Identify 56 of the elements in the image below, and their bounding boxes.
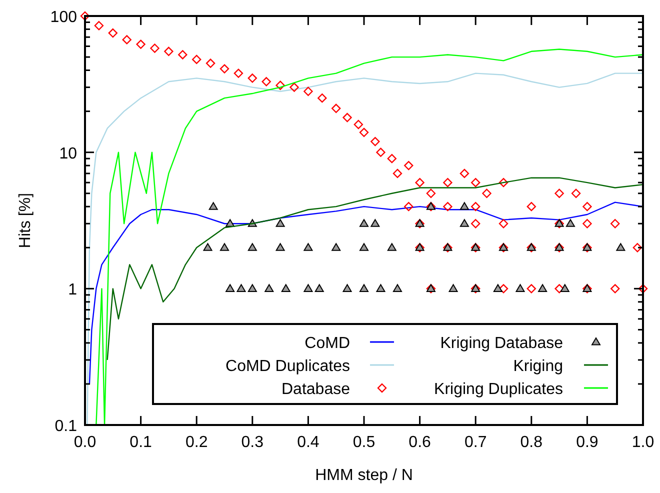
legend-label: CoMD — [304, 335, 350, 352]
point — [538, 284, 548, 292]
point — [264, 284, 274, 292]
x-tick-label: 0.2 — [185, 434, 208, 451]
point — [236, 284, 246, 292]
legend-label: Kriging Duplicates — [434, 381, 563, 398]
point — [276, 219, 285, 227]
point — [208, 202, 218, 210]
y-tick-label: 1 — [68, 282, 78, 299]
point — [248, 284, 257, 292]
y-tick-label: 100 — [50, 9, 78, 26]
x-tick-label: 0.8 — [520, 434, 543, 451]
point — [616, 243, 626, 251]
y-tick-label: 10 — [59, 145, 78, 162]
point — [314, 284, 324, 292]
point — [203, 243, 212, 251]
point — [360, 219, 368, 227]
point — [248, 243, 257, 251]
point — [493, 284, 502, 292]
x-tick-label: 0.9 — [576, 434, 598, 451]
point — [220, 243, 229, 251]
point — [360, 284, 368, 292]
point — [566, 219, 575, 227]
x-tick-label: 0.1 — [130, 434, 152, 451]
line-series — [106, 177, 644, 361]
y-tick-label: 0.1 — [54, 418, 78, 435]
point — [342, 284, 352, 292]
x-tick-label: 0.6 — [408, 434, 432, 451]
x-tick-label: 0.5 — [352, 434, 376, 451]
x-tick-label: 0.7 — [464, 434, 487, 451]
y-axis-title: Hits [%] — [17, 192, 34, 248]
legend-label: CoMD Duplicates — [226, 358, 350, 375]
point — [276, 243, 285, 251]
point — [332, 243, 341, 251]
legend-label: Database — [282, 381, 350, 398]
legend-label: Kriging Database — [440, 335, 564, 352]
point — [392, 284, 402, 292]
point — [281, 284, 290, 292]
point — [448, 284, 458, 292]
x-tick-label: 0.0 — [74, 434, 96, 451]
point — [370, 219, 380, 227]
x-tick-label: 1.0 — [632, 434, 654, 451]
point — [387, 243, 396, 251]
point — [516, 284, 525, 292]
point — [460, 219, 469, 227]
point — [304, 243, 313, 251]
x-tick-label: 0.3 — [241, 434, 264, 451]
x-tick-label: 0.4 — [297, 434, 320, 451]
point — [304, 284, 313, 292]
point — [376, 284, 386, 292]
point — [460, 202, 469, 210]
point — [360, 243, 368, 251]
point — [226, 284, 235, 292]
point — [560, 284, 570, 292]
x-axis-title: HMM step / N — [315, 467, 413, 484]
legend-label: Kriging — [513, 358, 563, 375]
